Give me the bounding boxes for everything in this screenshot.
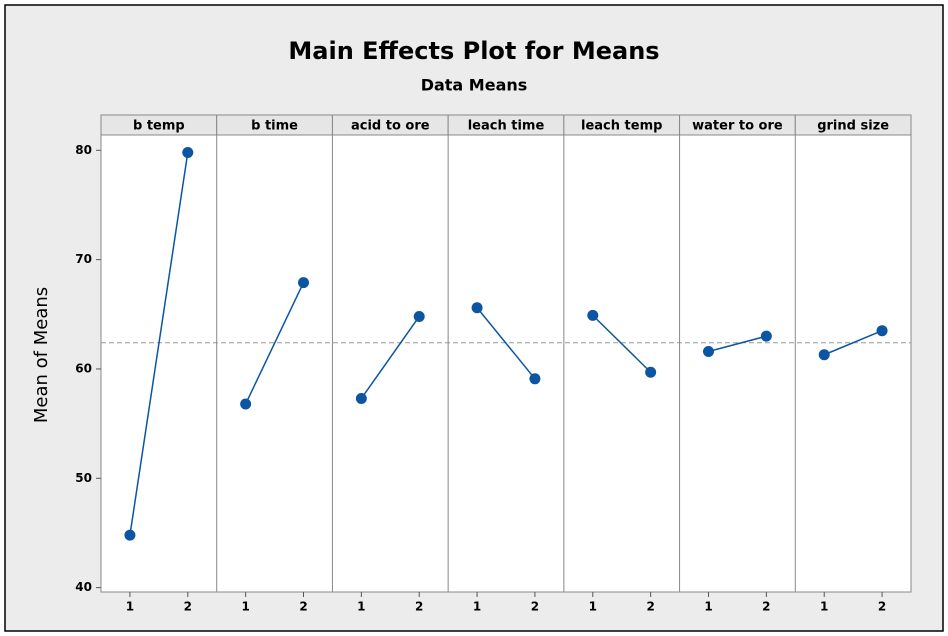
effect-line bbox=[244, 282, 305, 405]
effect-line bbox=[360, 316, 420, 399]
chart-subtitle: Data Means bbox=[421, 76, 528, 95]
y-axis-label: Mean of Means bbox=[31, 287, 52, 423]
x-tick-label: 2 bbox=[762, 600, 770, 614]
x-tick-label: 1 bbox=[589, 600, 597, 614]
effect-point bbox=[760, 330, 772, 342]
x-tick-label: 2 bbox=[531, 600, 539, 614]
x-tick-label: 2 bbox=[878, 600, 886, 614]
x-tick-label: 1 bbox=[820, 600, 828, 614]
effect-line bbox=[823, 330, 883, 356]
effect-point bbox=[240, 398, 252, 410]
x-tick-label: 1 bbox=[241, 600, 249, 614]
effect-point bbox=[413, 310, 425, 322]
effect-point bbox=[818, 349, 830, 361]
effect-point bbox=[298, 277, 309, 289]
y-tick-label: 70 bbox=[75, 252, 92, 266]
panel-label: water to ore bbox=[692, 119, 783, 134]
x-tick-label: 1 bbox=[473, 600, 481, 614]
x-tick-label: 1 bbox=[357, 600, 365, 614]
effect-line bbox=[129, 152, 189, 536]
effect-point bbox=[529, 373, 541, 385]
chart-title: Main Effects Plot for Means bbox=[288, 37, 659, 65]
panel-label: leach time bbox=[468, 119, 545, 134]
effect-point bbox=[876, 325, 888, 337]
effect-point bbox=[124, 529, 136, 541]
x-tick-label: 1 bbox=[704, 600, 712, 614]
panel-label: b temp bbox=[133, 119, 185, 134]
x-tick-label: 2 bbox=[415, 600, 423, 614]
x-tick-label: 2 bbox=[646, 600, 654, 614]
panel-label: b time bbox=[251, 119, 298, 134]
plot-area bbox=[100, 134, 912, 593]
effect-point bbox=[587, 309, 599, 321]
panel-header bbox=[794, 114, 912, 136]
y-tick-label: 50 bbox=[75, 471, 92, 485]
x-tick-label: 1 bbox=[126, 600, 134, 614]
x-tick-label: 2 bbox=[299, 600, 307, 614]
y-tick-label: 60 bbox=[75, 361, 92, 375]
effect-point bbox=[703, 345, 714, 357]
y-tick-label: 80 bbox=[75, 143, 92, 157]
panel-label: grind size bbox=[817, 119, 889, 134]
panel-label: acid to ore bbox=[351, 119, 430, 134]
panel-label: leach temp bbox=[581, 119, 662, 134]
x-tick-label: 2 bbox=[184, 600, 192, 614]
effect-line bbox=[708, 335, 767, 353]
effect-line bbox=[592, 314, 652, 373]
effect-point bbox=[471, 302, 483, 314]
effect-point bbox=[355, 392, 367, 404]
effect-point bbox=[645, 366, 657, 378]
effect-line bbox=[476, 307, 536, 380]
y-tick-label: 40 bbox=[75, 580, 92, 594]
effect-point bbox=[182, 146, 194, 158]
